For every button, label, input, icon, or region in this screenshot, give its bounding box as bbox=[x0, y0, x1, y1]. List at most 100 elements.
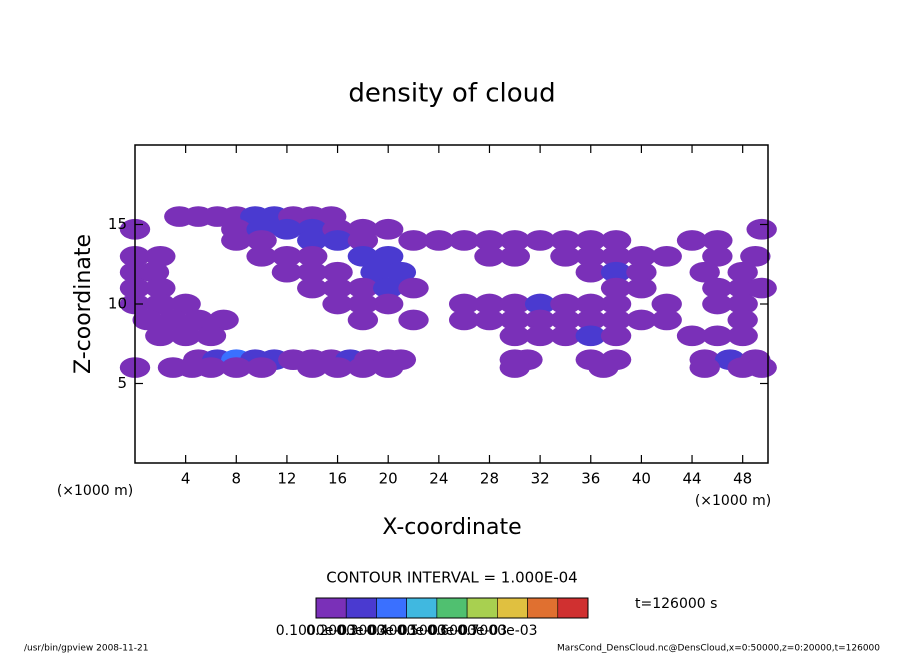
x-tick-label: 32 bbox=[531, 470, 550, 488]
density-cell bbox=[474, 245, 505, 267]
density-cell bbox=[746, 218, 777, 240]
density-cell bbox=[746, 357, 777, 378]
density-cell bbox=[322, 293, 353, 315]
density-cell bbox=[271, 218, 303, 240]
colorbar-label: 0.6000e-03 bbox=[427, 623, 507, 639]
density-cell bbox=[322, 230, 353, 251]
y-tick-label: 5 bbox=[117, 374, 127, 392]
x-tick-label: 44 bbox=[682, 470, 701, 488]
density-cell bbox=[575, 309, 606, 331]
y-tick-label: 10 bbox=[108, 295, 127, 313]
density-cell bbox=[398, 309, 429, 331]
density-cell bbox=[550, 325, 581, 347]
x-tick-label: 28 bbox=[480, 470, 499, 488]
density-cell bbox=[208, 309, 239, 331]
density-cell bbox=[550, 309, 581, 331]
x-tick-label: 20 bbox=[379, 470, 398, 488]
density-cell bbox=[651, 245, 682, 267]
density-cell bbox=[575, 245, 606, 267]
density-cell bbox=[575, 261, 606, 283]
colorbar-label: 0.7000e-03 bbox=[457, 623, 537, 639]
density-cell bbox=[145, 293, 176, 315]
density-cell bbox=[271, 261, 303, 283]
colorbar-frame bbox=[315, 597, 589, 619]
density-cell bbox=[157, 309, 189, 331]
density-cell bbox=[746, 277, 777, 299]
density-cell bbox=[423, 230, 455, 251]
density-cell bbox=[727, 293, 758, 315]
y-unit: (×1000 m) bbox=[57, 483, 133, 499]
density-cell bbox=[360, 261, 391, 283]
density-cell bbox=[651, 309, 682, 331]
density-cell bbox=[499, 245, 530, 267]
density-cell bbox=[373, 277, 404, 299]
density-cell bbox=[297, 357, 328, 378]
density-cell bbox=[499, 309, 530, 331]
density-cell bbox=[575, 230, 606, 251]
density-cell bbox=[474, 293, 505, 315]
density-cell bbox=[347, 309, 379, 331]
colorbar-swatch bbox=[466, 597, 498, 619]
density-cell bbox=[626, 245, 657, 267]
density-cell bbox=[740, 245, 771, 267]
density-cell bbox=[195, 357, 227, 378]
density-cell bbox=[448, 293, 480, 315]
density-cell bbox=[195, 325, 227, 347]
x-axis-label: X-coordinate bbox=[382, 515, 521, 540]
density-cell bbox=[727, 261, 758, 283]
density-cell bbox=[626, 277, 657, 299]
density-cell bbox=[170, 293, 201, 315]
density-cell bbox=[474, 309, 505, 331]
density-cell bbox=[322, 277, 353, 299]
density-cell bbox=[297, 230, 328, 251]
x-tick-label: 16 bbox=[328, 470, 347, 488]
density-cell bbox=[132, 309, 163, 331]
density-cell bbox=[246, 230, 277, 251]
colorbar-swatch bbox=[345, 597, 377, 619]
density-cell bbox=[474, 230, 505, 251]
density-cell bbox=[575, 293, 606, 315]
density-cell bbox=[550, 293, 581, 315]
density-cell bbox=[145, 277, 176, 299]
density-cell bbox=[347, 245, 379, 267]
colorbar-swatch bbox=[315, 597, 347, 619]
density-cell bbox=[600, 325, 632, 347]
density-cell bbox=[524, 309, 556, 331]
density-cell bbox=[322, 261, 353, 283]
colorbar-swatch bbox=[406, 597, 438, 619]
density-cell bbox=[347, 357, 379, 378]
density-cell bbox=[600, 293, 632, 315]
density-cell bbox=[170, 325, 201, 347]
density-cell bbox=[600, 245, 632, 267]
x-tick-label: 24 bbox=[429, 470, 448, 488]
density-cell bbox=[727, 309, 758, 331]
density-cell bbox=[271, 245, 303, 267]
density-cell bbox=[499, 357, 530, 378]
density-cell bbox=[322, 357, 353, 378]
density-cell bbox=[221, 357, 252, 378]
colorbar-label: 0.1000e-03 bbox=[276, 623, 356, 639]
x-tick-label: 48 bbox=[733, 470, 752, 488]
density-cell bbox=[702, 245, 733, 267]
density-cell bbox=[600, 230, 632, 251]
density-cell bbox=[347, 230, 379, 251]
density-cell bbox=[347, 293, 379, 315]
density-cell bbox=[385, 261, 417, 283]
x-unit: (×1000 m) bbox=[695, 493, 771, 509]
density-cell bbox=[448, 309, 480, 331]
colorbar-swatch bbox=[557, 597, 589, 619]
x-tick-label: 4 bbox=[181, 470, 191, 488]
y-tick-label: 15 bbox=[108, 215, 127, 233]
density-cell bbox=[689, 261, 720, 283]
density-cell bbox=[448, 230, 480, 251]
colorbar-label: 0.2000e-03 bbox=[306, 623, 386, 639]
density-cell bbox=[347, 277, 379, 299]
colorbar-swatch bbox=[497, 597, 528, 619]
density-cell bbox=[727, 325, 758, 347]
colorbar-label: 0.4000e-03 bbox=[366, 623, 446, 639]
density-cell bbox=[398, 277, 429, 299]
chart-title: density of cloud bbox=[348, 79, 555, 109]
density-cell bbox=[702, 277, 733, 299]
density-cell bbox=[676, 325, 708, 347]
density-cell bbox=[373, 218, 404, 240]
